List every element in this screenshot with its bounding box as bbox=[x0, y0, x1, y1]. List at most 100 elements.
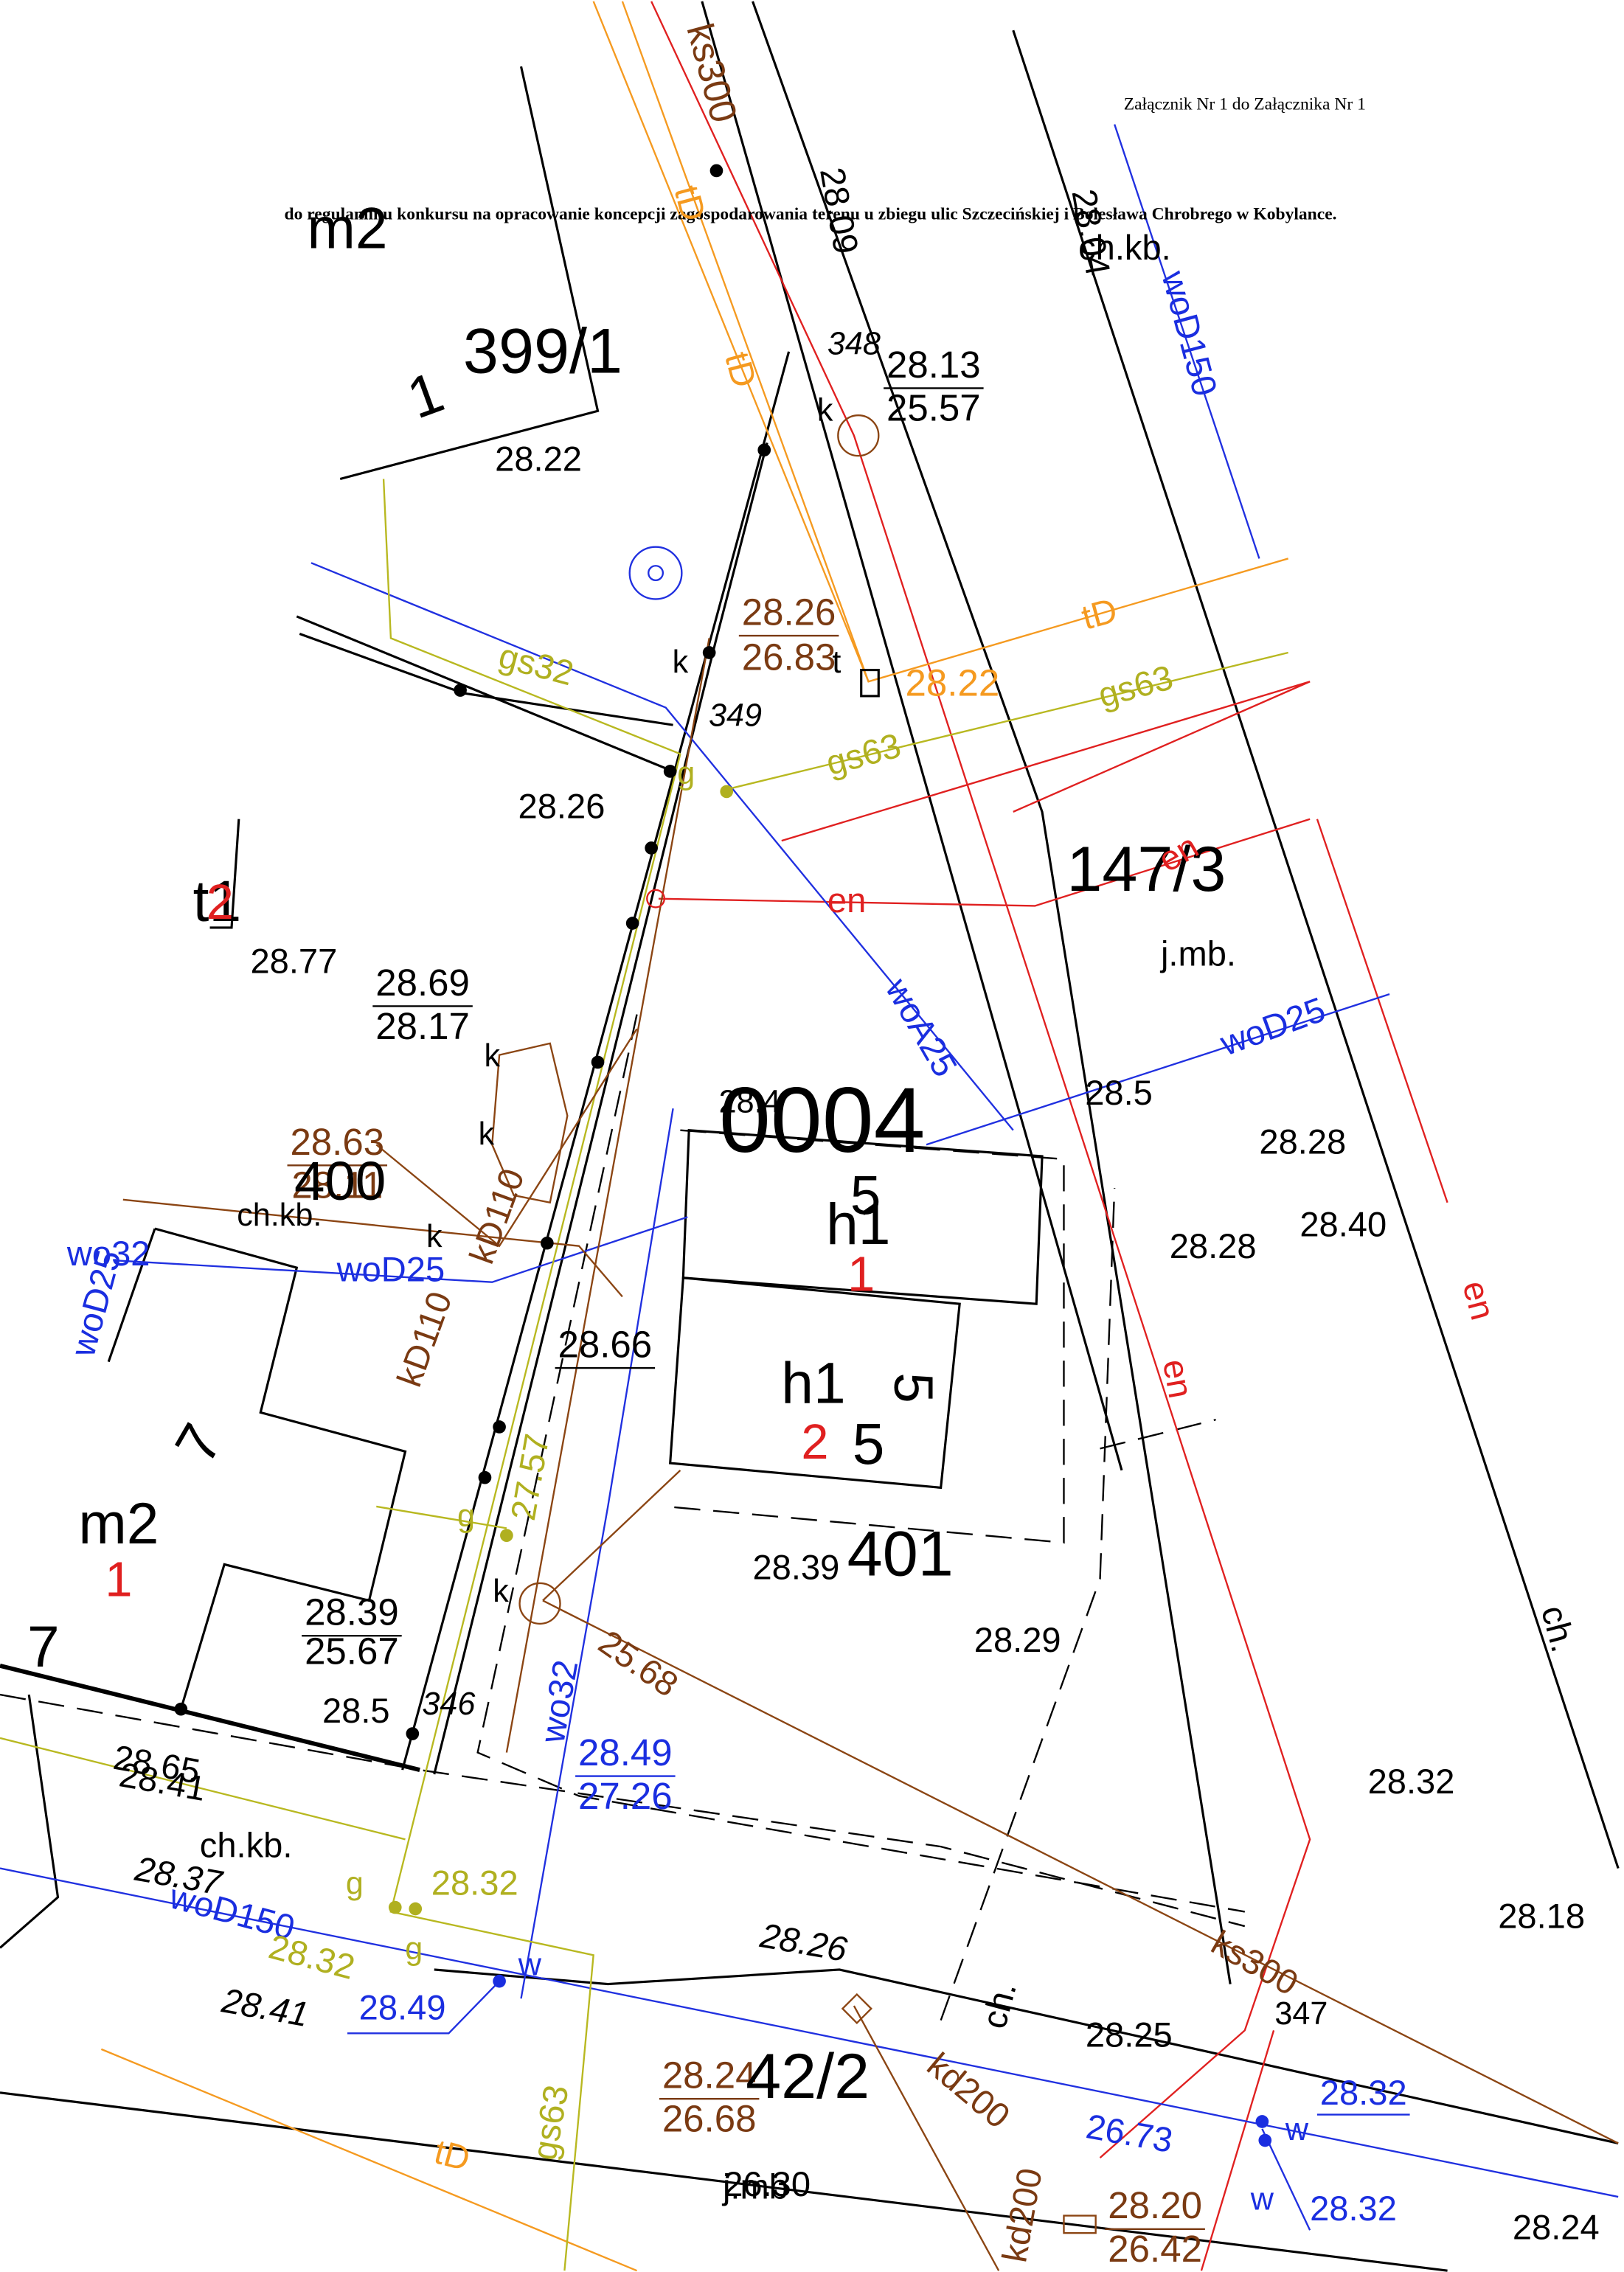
map-label: k bbox=[817, 393, 833, 428]
map-label: 7 bbox=[162, 1413, 235, 1473]
map-label: g bbox=[677, 756, 695, 791]
map-label: 28.49 bbox=[578, 1731, 673, 1774]
map-label: ch.kb. bbox=[237, 1198, 322, 1233]
survey-point bbox=[389, 1901, 402, 1914]
survey-point bbox=[493, 1975, 506, 1988]
survey-point bbox=[626, 917, 639, 930]
map-label: 28.5 bbox=[322, 1691, 390, 1730]
map-label: 28.04 bbox=[1065, 187, 1119, 279]
map-label: kd200 bbox=[994, 2165, 1049, 2265]
map-label: 26.42 bbox=[1108, 2228, 1202, 2270]
map-label: ks300 bbox=[679, 19, 745, 127]
survey-point bbox=[757, 443, 771, 456]
map-label: 28.24 bbox=[1513, 2208, 1600, 2247]
survey-point bbox=[454, 684, 467, 697]
map-label: 147/3 bbox=[1066, 834, 1226, 905]
map-label: tD bbox=[718, 348, 764, 392]
map-label: 28.26 bbox=[742, 591, 836, 633]
survey-point bbox=[174, 1703, 187, 1716]
map-label: 7 bbox=[27, 1614, 60, 1679]
map-label: 346 bbox=[422, 1686, 475, 1722]
map-label: 28.32 bbox=[265, 1926, 359, 1987]
map-label: g bbox=[457, 1498, 475, 1534]
survey-point bbox=[406, 1727, 420, 1740]
map-label: 2 bbox=[207, 875, 234, 930]
map-label: 348 bbox=[827, 326, 881, 361]
map-label: 28.4 bbox=[719, 1085, 781, 1120]
map-label: k bbox=[479, 1116, 495, 1152]
survey-point bbox=[720, 785, 733, 799]
map-label: 1 bbox=[847, 1247, 875, 1302]
map-label: 28.26 bbox=[518, 786, 605, 825]
map-label: h1 bbox=[781, 1351, 845, 1416]
map-label: tD bbox=[431, 2131, 474, 2178]
map-label: 28.39 bbox=[752, 1548, 839, 1587]
map-label: 28.77 bbox=[250, 941, 337, 980]
map-label: wo32 bbox=[532, 1657, 585, 1746]
map-label: 28.09 bbox=[813, 164, 867, 257]
map-label: 27.26 bbox=[578, 1775, 673, 1817]
map-label: 28.49 bbox=[359, 1987, 446, 2026]
map-label: 28.28 bbox=[1170, 1226, 1257, 1265]
map-label: 28.66 bbox=[558, 1324, 653, 1366]
survey-point bbox=[493, 1420, 506, 1434]
survey-point bbox=[409, 1903, 422, 1916]
map-label: 1 bbox=[105, 1553, 132, 1608]
map-label: 349 bbox=[709, 698, 762, 734]
header-line: do regulaminu konkursu na opracowanie ko… bbox=[284, 205, 1336, 224]
survey-point bbox=[664, 765, 677, 778]
map-label: 2 bbox=[801, 1415, 828, 1470]
map-label: 28.20 bbox=[1108, 2184, 1202, 2226]
survey-point bbox=[500, 1529, 513, 1542]
map-label: 28.18 bbox=[1498, 1897, 1585, 1936]
map-label: 28.32 bbox=[1320, 2073, 1407, 2112]
map-label: 28.32 bbox=[1368, 1762, 1455, 1801]
survey-point bbox=[703, 646, 716, 659]
map-label: 42/2 bbox=[746, 2041, 870, 2112]
map-label: 28.69 bbox=[375, 962, 470, 1004]
map-label: gs63 bbox=[822, 726, 904, 783]
map-label: 28.40 bbox=[1299, 1205, 1387, 1244]
map-label: 28.29 bbox=[974, 1620, 1061, 1659]
map-label: j.mb. bbox=[1159, 934, 1236, 973]
map: Załącznik Nr 1 do Załącznika Nr 1 do reg… bbox=[0, 0, 1624, 2272]
map-label: 28.41 bbox=[218, 1980, 311, 2034]
map-label: w bbox=[1250, 2181, 1274, 2217]
map-label: k bbox=[493, 1574, 509, 1609]
map-label: m2 bbox=[307, 196, 387, 261]
survey-point bbox=[591, 1056, 605, 1069]
map-label: g bbox=[405, 1931, 423, 1967]
map-label: woD25 bbox=[1215, 989, 1330, 1063]
map-label: tD bbox=[1078, 590, 1121, 636]
map-label: ch.kb. bbox=[200, 1826, 293, 1865]
map-label: 28.24 bbox=[662, 2054, 757, 2096]
map-label: en bbox=[1156, 1356, 1201, 1401]
map-label: 28.22 bbox=[906, 662, 1000, 704]
map-label: 28.32 bbox=[1310, 2189, 1397, 2228]
map-label: kD110 bbox=[462, 1164, 532, 1269]
survey-point bbox=[541, 1237, 554, 1250]
map-label: 347 bbox=[1274, 1996, 1328, 2032]
page: {"header": {"line1": "Załącznik Nr 1 do … bbox=[0, 0, 1624, 2272]
map-label: 1 bbox=[399, 359, 451, 431]
map-label: 5 bbox=[883, 1372, 945, 1403]
map-label: 26.73 bbox=[1083, 2106, 1176, 2160]
map-label: 28.17 bbox=[375, 1005, 470, 1047]
map-label: woD25 bbox=[336, 1249, 445, 1288]
map-label: g bbox=[346, 1866, 364, 1902]
map-label: kD110 bbox=[389, 1286, 459, 1392]
map-label: 25.68 bbox=[591, 1622, 685, 1704]
map-label: gs63 bbox=[524, 2082, 576, 2163]
map-label: 26.83 bbox=[742, 636, 836, 678]
map-label: 28.28 bbox=[1259, 1122, 1346, 1161]
survey-point bbox=[645, 841, 658, 855]
map-label: t bbox=[832, 645, 841, 680]
map-label: 28.13 bbox=[886, 344, 981, 386]
map-label: 28.25 bbox=[1086, 2015, 1173, 2054]
map-label: woD150 bbox=[1154, 266, 1225, 400]
map-label: 28.22 bbox=[495, 439, 582, 478]
map-label: 28.39 bbox=[305, 1591, 399, 1633]
map-label: m2 bbox=[78, 1491, 159, 1556]
map-label: k bbox=[673, 645, 689, 680]
map-label: ch. bbox=[974, 1978, 1023, 2032]
